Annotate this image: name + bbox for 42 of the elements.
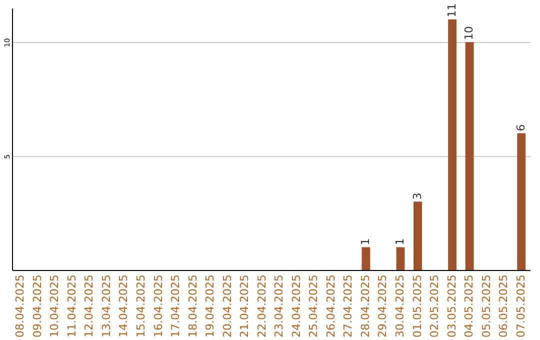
x-tick-label: 01.05.2025 [410, 274, 424, 338]
data-label: 3 [410, 192, 424, 200]
data-label: 10 [462, 26, 476, 40]
bar [414, 202, 422, 270]
x-tick-label: 06.05.2025 [497, 274, 510, 338]
x-tick-label: 29.04.2025 [376, 274, 390, 338]
x-tick-label: 19.04.2025 [204, 274, 217, 338]
x-tick-label: 30.04.2025 [394, 274, 406, 338]
data-label: 1 [394, 238, 406, 246]
data-label: 6 [514, 124, 528, 132]
x-tick-label: 16.04.2025 [152, 274, 165, 338]
x-tick-label: 11.04.2025 [65, 274, 78, 338]
bar [362, 247, 370, 270]
x-tick-label: 02.05.2025 [428, 274, 442, 338]
x-tick-label: 05.05.2025 [480, 274, 493, 338]
x-tick-label: 13.04.2025 [100, 274, 113, 338]
x-tick-label: 04.05.2025 [462, 274, 476, 338]
x-tick-label: 20.04.2025 [220, 274, 234, 338]
x-tick-label: 27.04.2025 [342, 274, 355, 338]
bar [517, 133, 526, 270]
x-tick-label: 21.04.2025 [238, 274, 252, 338]
data-label: 11 [445, 3, 458, 18]
x-tick-label: 22.04.2025 [255, 274, 268, 338]
x-tick-label: 08.04.2025 [14, 274, 27, 338]
x-tick-label: 15.04.2025 [134, 274, 148, 338]
x-tick-label: 18.04.2025 [186, 274, 200, 338]
x-tick-label: 03.05.2025 [445, 274, 458, 338]
x-tick-label: 24.04.2025 [290, 274, 303, 338]
x-tick-label: 09.04.2025 [30, 274, 44, 338]
x-tick-label: 23.04.2025 [272, 274, 286, 338]
x-tick-label: 12.04.2025 [82, 274, 96, 338]
bar [465, 42, 474, 270]
x-tick-label: 25.04.2025 [307, 274, 320, 338]
x-tick-label: 10.04.2025 [48, 274, 62, 338]
x-tick-label: 26.04.2025 [324, 274, 338, 338]
x-tick-label: 28.04.2025 [358, 274, 372, 338]
data-label: 1 [358, 238, 372, 246]
bar [396, 247, 405, 270]
bar [448, 19, 457, 270]
x-tick-label: 17.04.2025 [169, 274, 182, 338]
x-tick-label: 14.04.2025 [117, 274, 130, 338]
x-tick-label: 07.05.2025 [514, 274, 528, 338]
